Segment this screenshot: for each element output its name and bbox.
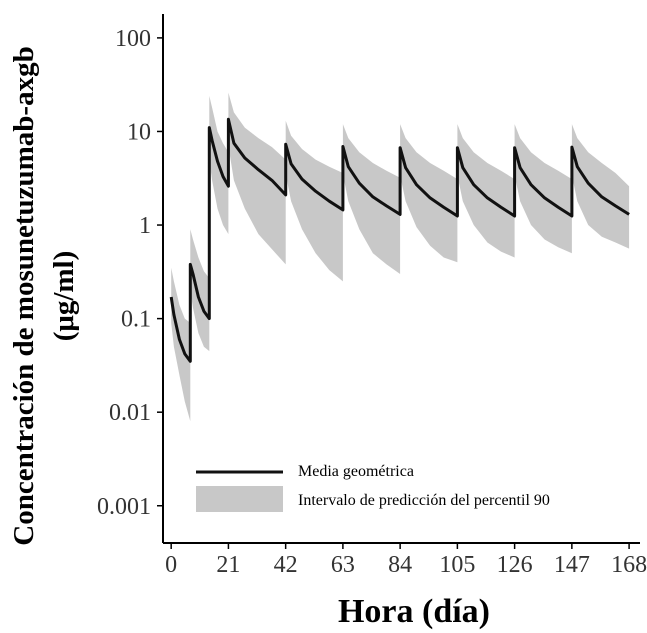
legend-band-swatch bbox=[196, 486, 283, 512]
y-tick-label: 100 bbox=[115, 26, 151, 52]
x-axis-ticks: 0 21 42 63 84 105 126 147 168 bbox=[165, 543, 647, 578]
mean-line-layer bbox=[169, 117, 630, 363]
y-tick-label: 1 bbox=[139, 213, 151, 239]
x-tick-label: 63 bbox=[331, 552, 355, 578]
y-axis-title: Concentración de mosunetuzumab-axgb (μg/… bbox=[8, 46, 80, 545]
y-tick-label: 0.1 bbox=[121, 307, 151, 333]
legend-label-band: Intervalo de predicción del percentil 90 bbox=[298, 492, 550, 509]
prediction-band-layer bbox=[171, 92, 630, 422]
y-axis-ticks: 0.001 0.01 0.1 1 10 100 bbox=[97, 26, 163, 520]
x-tick-label: 105 bbox=[439, 552, 475, 578]
x-axis-title: Hora (día) bbox=[338, 593, 490, 630]
x-tick-label: 0 bbox=[165, 552, 177, 578]
y-tick-label: 0.001 bbox=[97, 494, 151, 520]
mean-line bbox=[169, 117, 630, 363]
x-tick-label: 21 bbox=[216, 552, 240, 578]
x-tick-label: 84 bbox=[388, 552, 412, 578]
y-axis-title-unit: (μg/ml) bbox=[48, 251, 80, 342]
prediction-band bbox=[171, 92, 630, 422]
x-tick-label: 126 bbox=[497, 552, 533, 578]
y-tick-label: 10 bbox=[127, 119, 151, 145]
plot-area bbox=[169, 92, 630, 422]
x-tick-label: 168 bbox=[611, 552, 647, 578]
legend: Media geométrica Intervalo de predicción… bbox=[196, 463, 550, 512]
legend-label-mean: Media geométrica bbox=[298, 463, 414, 480]
x-tick-label: 42 bbox=[274, 552, 298, 578]
y-axis-title-line1: Concentración de mosunetuzumab-axgb bbox=[8, 46, 40, 545]
y-tick-label: 0.01 bbox=[109, 400, 151, 426]
x-tick-label: 147 bbox=[554, 552, 590, 578]
